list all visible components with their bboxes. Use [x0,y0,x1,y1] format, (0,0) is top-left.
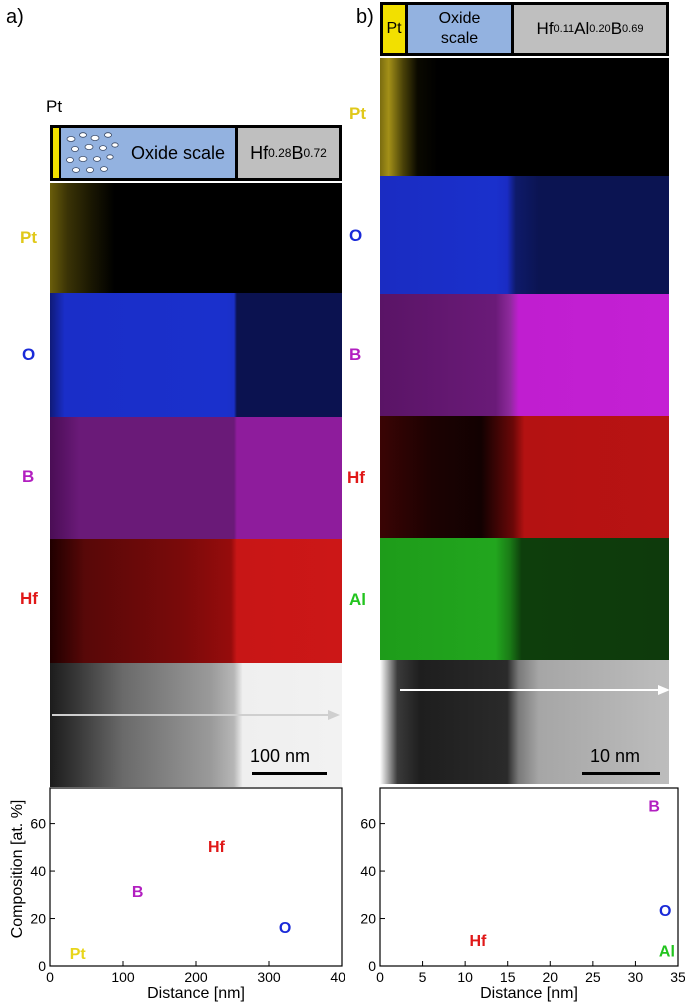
panel-b-base-sub2: 0.20 [589,23,611,35]
panel-a-scalebar [252,772,327,775]
panel-a-header: Oxide scale Hf 0.28 B 0.72 [50,125,342,181]
map-b-hf [380,416,669,538]
panel-b-scalebar-label: 10 nm [590,746,641,766]
panel-b-header: Pt Oxide scale Hf 0.11 Al 0.20 B 0.69 [380,2,669,56]
chart-b-xtick-label: 25 [585,969,601,985]
chart-b-ytick-label: 0 [368,958,376,974]
chart-a-ytick-label: 20 [30,911,46,927]
chart-b-label-hf: Hf [469,933,487,950]
panel-b-header-oxide: Oxide scale [408,5,514,53]
panel-b-oxide-label: Oxide scale [438,10,481,47]
chart-b-xtick-label: 30 [628,969,644,985]
map-b-haadf [380,660,669,784]
panel-a-base-b: B [291,142,304,163]
map-a-hf [50,539,342,663]
chart-b-xtick-label: 35 [670,969,685,985]
chart-a-label-o: O [279,920,291,937]
chart-a-xtick-label: 0 [46,969,54,985]
chart-b-ytick-label: 20 [360,911,376,927]
panel-b-letter: b) [356,6,374,28]
panel-a-letter: a) [6,6,24,28]
panel-a-base-sub2: 0.72 [303,146,327,160]
chart-a-ytick-label: 60 [30,816,46,832]
chart-a-xtick-label: 100 [111,969,135,985]
panel-b-base-b: B [610,19,623,38]
panel-a-header-oxide: Oxide scale [61,128,238,178]
panel-b-base-al: Al [574,19,590,38]
chart-a-label-b: B [132,884,144,901]
chart-b-xtick-label: 0 [376,969,384,985]
panel-a-base-sub1: 0.28 [268,146,292,160]
map-b-b [380,294,669,416]
label-b-hf: Hf [347,468,365,487]
label-b-b: B [349,345,362,364]
chart-a-xtick-label: 400 [330,969,345,985]
chart-a-ylabel: Composition [at. %] [9,800,26,939]
panel-b-scalebar [582,772,660,775]
label-a-pt: Pt [20,228,37,247]
map-a-haadf [50,663,342,787]
map-a-pt [50,183,342,293]
panel-b-base-sub1: 0.11 [553,23,575,35]
chart-a-label-pt: Pt [70,946,87,963]
chart-a-xtick-label: 200 [184,969,208,985]
label-b-al: Al [349,590,366,609]
pore-icons [66,132,119,173]
label-a-b: B [22,467,35,486]
chart-a-xlabel: Distance [nm] [147,985,245,1002]
panel-a-header-pt [53,128,61,178]
chart-a-ytick-label: 40 [30,863,46,879]
map-b-arrow [400,685,670,695]
panel-b-base-hf: Hf [536,19,554,38]
chart-a: 0 100 200 300 400 0 20 40 60 Distance [nm] Composi… [9,787,345,1002]
map-a-b [50,417,342,539]
chart-b-xtick-label: 5 [419,969,427,985]
panel-b-header-pt: Pt [383,5,408,53]
map-a-o [50,293,342,417]
chart-a-label-hf: Hf [208,839,226,856]
chart-b-xtick-label: 10 [457,969,473,985]
label-a-hf: Hf [20,589,38,608]
chart-b-ytick-label: 60 [360,816,376,832]
map-b-al [380,538,669,660]
label-b-pt: Pt [349,104,366,123]
map-b-pt [380,58,669,176]
chart-b-xtick-label: 15 [500,969,516,985]
panel-a-header-base: Hf 0.28 B 0.72 [238,128,339,178]
panel-a-oxide-label: Oxide scale [130,142,226,163]
panel-a-base-hf: Hf [250,142,269,163]
chart-b-ytick-label: 40 [360,863,376,879]
chart-b-label-b: B [648,799,660,816]
map-a-arrow [52,710,340,720]
chart-b: 0 5 10 15 20 25 30 35 0 20 40 60 Distance [nm] B O Hf Al [360,787,685,1002]
map-b-o [380,176,669,294]
chart-a-ytick-label: 0 [38,958,46,974]
chart-b-label-o: O [659,903,671,920]
panel-b-pt-label: Pt [386,20,402,37]
label-a-o: O [22,345,36,364]
label-b-o: O [349,226,363,245]
panel-a-pt-label: Pt [46,97,63,116]
chart-b-frame [379,787,679,967]
chart-a-frame [49,787,343,967]
panel-b-base-sub3: 0.69 [622,23,644,35]
chart-b-xtick-label: 20 [542,969,558,985]
chart-a-xtick-label: 300 [257,969,281,985]
panel-b-header-base: Hf 0.11 Al 0.20 B 0.69 [514,5,666,53]
chart-b-xlabel: Distance [nm] [480,985,578,1002]
panel-a-scalebar-label: 100 nm [250,746,311,766]
chart-b-label-al: Al [659,944,675,961]
